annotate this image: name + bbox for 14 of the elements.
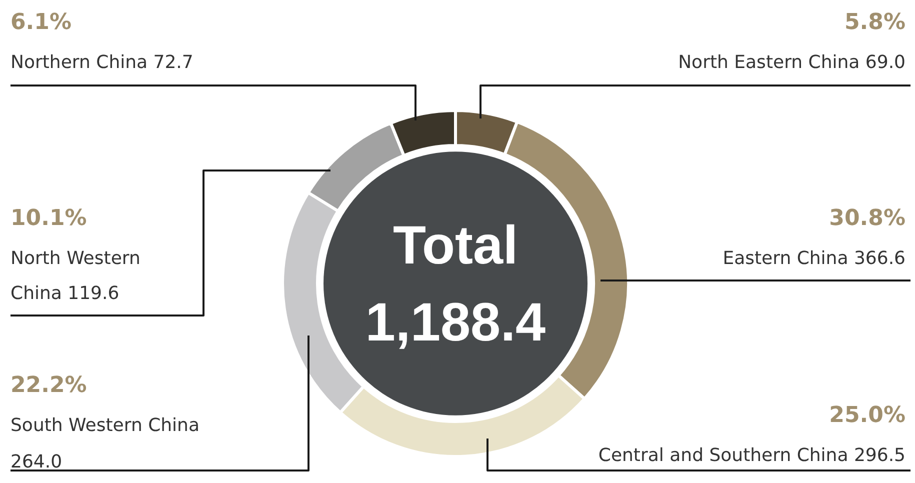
slice-label: North Western China 119.6: [10, 248, 140, 304]
slice-label: South Western China 264.0: [10, 415, 200, 472]
text: Total: [393, 216, 518, 276]
data-label: 30.8%: [829, 206, 906, 231]
data-label: 10.1%: [10, 206, 87, 231]
slice-label: Northern China 72.7: [10, 52, 194, 73]
slice-label: Eastern China 366.6: [722, 248, 906, 269]
data-label: 5.8%: [844, 10, 906, 35]
data-label: 22.2%: [10, 373, 87, 398]
text: 1,188.4: [365, 292, 546, 352]
data-label: 6.1%: [10, 10, 72, 35]
slice-label: North Eastern China 69.0: [678, 52, 906, 73]
slice-label: Central and Southern China 296.5: [598, 445, 906, 466]
data-label: 25.0%: [829, 403, 906, 428]
